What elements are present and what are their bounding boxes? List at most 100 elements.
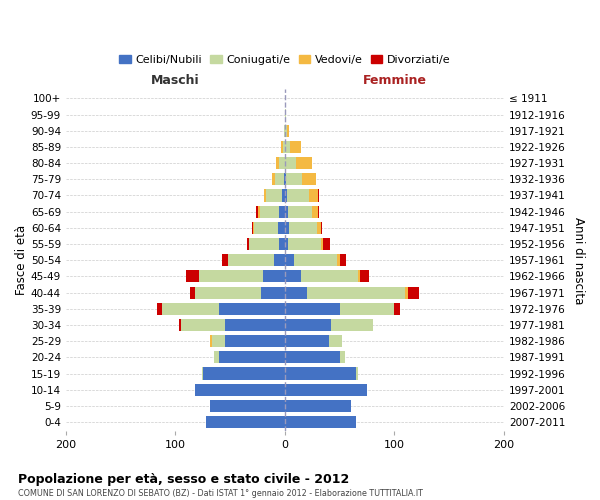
- Bar: [206, 416, 285, 428]
- Bar: [285, 368, 358, 380]
- Bar: [162, 302, 285, 315]
- Bar: [285, 173, 286, 186]
- Bar: [280, 157, 285, 169]
- Bar: [228, 254, 285, 266]
- Bar: [266, 190, 285, 202]
- Legend: Celibi/Nubili, Coniugati/e, Vedovi/e, Divorziati/e: Celibi/Nubili, Coniugati/e, Vedovi/e, Di…: [115, 50, 455, 70]
- Bar: [260, 206, 285, 218]
- Bar: [285, 141, 290, 153]
- Bar: [276, 157, 285, 169]
- Bar: [285, 319, 331, 331]
- Bar: [285, 141, 301, 153]
- Bar: [285, 416, 356, 428]
- Bar: [285, 108, 286, 120]
- Bar: [285, 335, 342, 347]
- Bar: [274, 254, 285, 266]
- Bar: [285, 319, 373, 331]
- Bar: [272, 173, 285, 186]
- Bar: [285, 173, 302, 186]
- Bar: [228, 254, 285, 266]
- Bar: [211, 335, 285, 347]
- Bar: [162, 302, 285, 315]
- Bar: [195, 384, 285, 396]
- Bar: [285, 352, 345, 364]
- Bar: [285, 124, 289, 137]
- Bar: [280, 238, 285, 250]
- Bar: [281, 190, 285, 202]
- Bar: [284, 173, 285, 186]
- Bar: [284, 124, 285, 137]
- Bar: [285, 222, 321, 234]
- Bar: [252, 222, 285, 234]
- Bar: [195, 286, 285, 298]
- Bar: [272, 173, 285, 186]
- Bar: [157, 302, 285, 315]
- Bar: [181, 319, 285, 331]
- Bar: [285, 368, 358, 380]
- Bar: [285, 124, 287, 137]
- Bar: [219, 302, 285, 315]
- Text: Maschi: Maschi: [151, 74, 200, 87]
- Bar: [285, 270, 361, 282]
- Bar: [179, 319, 285, 331]
- Bar: [285, 206, 288, 218]
- Bar: [285, 190, 319, 202]
- Bar: [285, 254, 293, 266]
- Bar: [285, 416, 356, 428]
- Bar: [285, 302, 400, 315]
- Bar: [285, 400, 350, 412]
- Bar: [224, 335, 285, 347]
- Bar: [285, 335, 329, 347]
- Bar: [285, 157, 312, 169]
- Bar: [285, 384, 367, 396]
- Bar: [285, 270, 369, 282]
- Bar: [276, 157, 285, 169]
- Bar: [285, 190, 318, 202]
- Bar: [285, 222, 317, 234]
- Bar: [202, 368, 285, 380]
- Bar: [211, 400, 285, 412]
- Bar: [285, 286, 407, 298]
- Bar: [285, 286, 307, 298]
- Bar: [285, 384, 367, 396]
- Bar: [202, 368, 285, 380]
- Bar: [285, 302, 394, 315]
- Bar: [285, 270, 301, 282]
- Bar: [285, 270, 358, 282]
- Bar: [285, 190, 287, 202]
- Y-axis label: Anni di nascita: Anni di nascita: [572, 216, 585, 304]
- Bar: [285, 286, 406, 298]
- Bar: [211, 400, 285, 412]
- Text: Popolazione per età, sesso e stato civile - 2012: Popolazione per età, sesso e stato civil…: [18, 472, 349, 486]
- Bar: [211, 335, 285, 347]
- Bar: [285, 254, 340, 266]
- Bar: [285, 400, 350, 412]
- Bar: [285, 108, 286, 120]
- Bar: [223, 254, 285, 266]
- Bar: [285, 319, 373, 331]
- Bar: [285, 286, 419, 298]
- Bar: [285, 222, 289, 234]
- Bar: [284, 124, 285, 137]
- Bar: [281, 141, 285, 153]
- Bar: [214, 352, 285, 364]
- Bar: [285, 157, 296, 169]
- Bar: [206, 416, 285, 428]
- Bar: [285, 368, 356, 380]
- Text: COMUNE DI SAN LORENZO DI SEBATO (BZ) - Dati ISTAT 1° gennaio 2012 - Elaborazione: COMUNE DI SAN LORENZO DI SEBATO (BZ) - D…: [18, 489, 423, 498]
- Bar: [263, 270, 285, 282]
- Bar: [285, 124, 289, 137]
- Bar: [199, 270, 285, 282]
- Bar: [214, 352, 285, 364]
- Y-axis label: Fasce di età: Fasce di età: [15, 225, 28, 296]
- Bar: [199, 270, 285, 282]
- Bar: [285, 352, 340, 364]
- Bar: [206, 416, 285, 428]
- Bar: [195, 384, 285, 396]
- Bar: [285, 254, 346, 266]
- Bar: [195, 384, 285, 396]
- Bar: [247, 238, 285, 250]
- Bar: [285, 206, 319, 218]
- Bar: [285, 319, 373, 331]
- Bar: [285, 173, 316, 186]
